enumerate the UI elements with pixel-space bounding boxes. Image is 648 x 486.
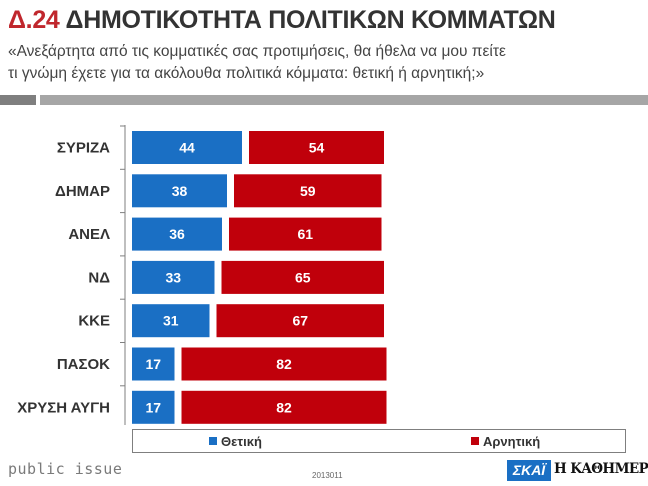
legend-item-positive: Θετική — [209, 434, 262, 449]
skai-logo: ΣΚΑΪ — [507, 460, 551, 481]
header-rule-left — [0, 95, 36, 105]
legend-label-positive: Θετική — [221, 434, 262, 449]
value-label-positive: 44 — [179, 140, 195, 156]
bar-positive — [132, 174, 227, 208]
value-label-negative: 59 — [300, 183, 316, 199]
category-label: ΑΝΕΛ — [68, 226, 110, 243]
subtitle-line-2: τι γνώμη έχετε για τα ακόλουθα πολιτικά … — [8, 65, 485, 82]
bar-positive — [132, 260, 215, 294]
value-label-positive: 38 — [172, 183, 188, 199]
header-rule-right — [40, 95, 648, 105]
kathimerini-logo: Η ΚΑΘΗΜΕΡΙΝΗ — [554, 461, 648, 477]
bar-negative — [221, 260, 384, 294]
category-label: ΣΥΡΙΖΑ — [57, 140, 110, 157]
bar-negative — [181, 390, 387, 424]
bar-positive — [132, 217, 222, 251]
bar-positive — [132, 131, 242, 164]
chart-legend: Θετική Αρνητική — [132, 429, 626, 453]
value-label-negative: 61 — [297, 226, 313, 242]
legend-item-negative: Αρνητική — [471, 434, 540, 449]
chart-subtitle: «Ανεξάρτητα από τις κομματικές σας προτι… — [8, 41, 644, 85]
category-label: ΧΡΥΣΗ ΑΥΓΗ — [17, 399, 110, 416]
value-label-negative: 67 — [292, 313, 308, 329]
bar-negative — [234, 174, 382, 208]
category-label: ΔΗΜΑΡ — [55, 183, 110, 200]
value-label-negative: 65 — [295, 269, 311, 285]
chart-title: Δ.24 ΔΗΜΟΤΙΚΟΤΗΤΑ ΠΟΛΙΤΙΚΩΝ ΚΟΜΜΑΤΩΝ — [8, 6, 556, 35]
subtitle-line-1: «Ανεξάρτητα από τις κομματικές σας προτι… — [8, 43, 506, 60]
footer-code: 2013011 — [312, 471, 343, 480]
value-label-negative: 82 — [276, 399, 292, 415]
value-label-negative: 54 — [309, 140, 325, 156]
legend-swatch-negative — [471, 437, 479, 445]
bar-positive — [132, 390, 175, 424]
bar-positive — [132, 304, 210, 338]
chart-title-text: ΔΗΜΟΤΙΚΟΤΗΤΑ ΠΟΛΙΤΙΚΩΝ ΚΟΜΜΑΤΩΝ — [65, 6, 556, 34]
category-label: ΝΔ — [88, 269, 110, 286]
category-label: ΠΑΣΟΚ — [57, 356, 110, 373]
legend-swatch-positive — [209, 437, 217, 445]
value-label-positive: 36 — [169, 226, 185, 242]
bar-negative — [229, 217, 382, 251]
category-label: ΚΚΕ — [78, 313, 110, 330]
legend-label-negative: Αρνητική — [483, 434, 541, 449]
value-label-positive: 33 — [165, 269, 181, 285]
value-label-positive: 17 — [145, 399, 161, 415]
bar-negative — [181, 347, 387, 381]
chart-code: Δ.24 — [8, 6, 60, 34]
bar-negative — [249, 131, 384, 164]
public-issue-logo: public issue — [8, 460, 123, 478]
bar-positive — [132, 347, 175, 381]
value-label-negative: 82 — [276, 356, 292, 372]
value-label-positive: 17 — [145, 356, 161, 372]
bar-negative — [216, 304, 384, 338]
value-label-positive: 31 — [163, 313, 179, 329]
